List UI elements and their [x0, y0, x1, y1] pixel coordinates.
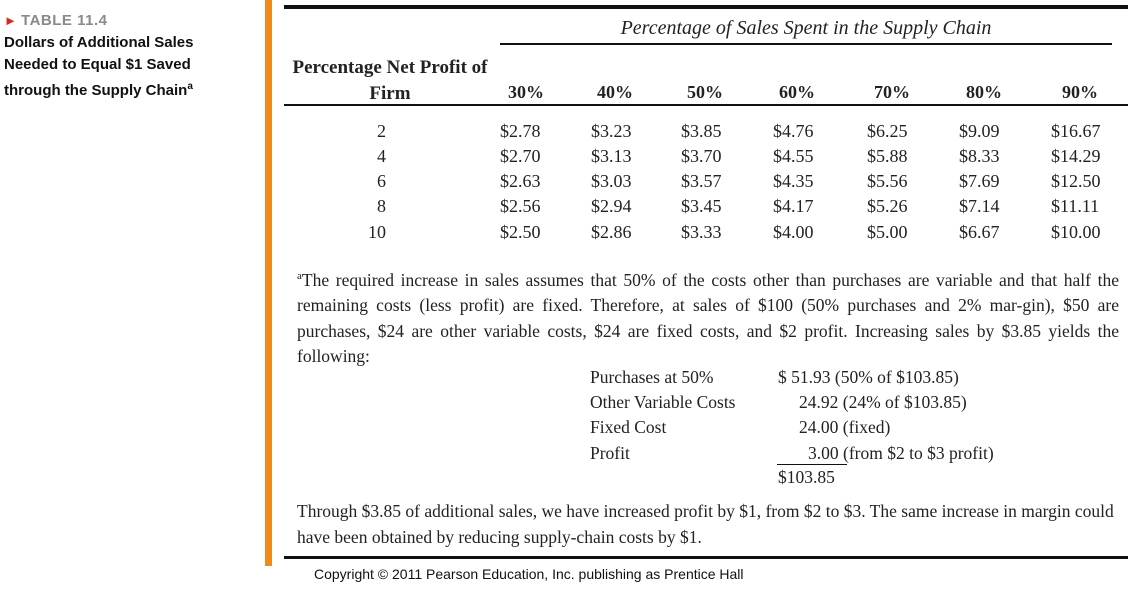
value-cell: $2.50 [500, 222, 541, 242]
value-cell: $2.86 [591, 222, 632, 242]
column-spanner-heading: Percentage of Sales Spent in the Supply … [620, 17, 992, 39]
calc-label: Profit [590, 443, 630, 463]
value-cell: $10.00 [1051, 222, 1101, 242]
value-cell: $7.14 [959, 196, 1000, 216]
column-header: 50% [687, 82, 723, 102]
sum-rule [777, 464, 847, 465]
value-cell: $3.57 [681, 171, 722, 191]
value-cell: $2.94 [591, 196, 632, 216]
value-cell: $4.55 [773, 146, 814, 166]
value-cell: $4.17 [773, 196, 814, 216]
column-header: 70% [874, 82, 910, 102]
triangle-arrow-icon: ► [4, 13, 17, 28]
stub-header: Percentage Net Profit of Firm [292, 57, 488, 104]
footnote-text: The required increase in sales assumes t… [297, 269, 1119, 367]
calc-value: 24.92 (24% of $103.85) [799, 392, 967, 412]
calc-label: Fixed Cost [590, 417, 667, 437]
calc-value: 24.00 (fixed) [799, 417, 891, 437]
footnote-conclusion: Through $3.85 of additional sales, we ha… [297, 501, 1114, 547]
value-cell: $4.00 [773, 222, 814, 242]
column-header: 80% [966, 82, 1002, 102]
value-cell: $9.09 [959, 121, 1000, 141]
caption-line-3: through the Supply Chain [4, 82, 188, 99]
value-cell: $8.33 [959, 146, 1000, 166]
calc-label: Purchases at 50% [590, 367, 714, 387]
accent-bar [265, 0, 272, 566]
calc-value: 3.00 (from $2 to $3 profit) [808, 443, 994, 463]
calc-total: $103.85 [778, 467, 835, 487]
value-cell: $2.70 [500, 146, 541, 166]
profit-cell: 2 [377, 121, 386, 141]
table-bottom-rule [284, 556, 1128, 559]
value-cell: $6.67 [959, 222, 1000, 242]
value-cell: $4.35 [773, 171, 814, 191]
value-cell: $3.45 [681, 196, 722, 216]
table-number: TABLE 11.4 [21, 12, 108, 29]
value-cell: $2.63 [500, 171, 541, 191]
column-header: 60% [779, 82, 815, 102]
value-cell: $4.76 [773, 121, 814, 141]
caption-line-1: Dollars of Additional Sales [4, 34, 194, 51]
profit-cell: 4 [377, 146, 386, 166]
value-cell: $5.56 [867, 171, 908, 191]
table-top-rule [284, 5, 1128, 9]
value-cell: $3.33 [681, 222, 722, 242]
value-cell: $12.50 [1051, 171, 1101, 191]
value-cell: $11.11 [1051, 196, 1100, 216]
column-header: 90% [1062, 82, 1098, 102]
value-cell: $5.00 [867, 222, 908, 242]
header-rule [284, 104, 1128, 106]
table-caption: ► TABLE 11.4 Dollars of Additional Sales… [4, 10, 244, 102]
footnote-paragraph: aThe required increase in sales assumes … [297, 264, 1119, 370]
calc-label: Other Variable Costs [590, 392, 736, 412]
value-cell: $7.69 [959, 171, 1000, 191]
value-cell: $5.88 [867, 146, 908, 166]
value-cell: $6.25 [867, 121, 908, 141]
value-cell: $3.85 [681, 121, 722, 141]
footnote-marker: a [297, 270, 302, 282]
spanner-rule [500, 43, 1112, 45]
profit-cell: 10 [368, 222, 386, 242]
value-cell: $3.23 [591, 121, 632, 141]
value-cell: $2.56 [500, 196, 541, 216]
value-cell: $16.67 [1051, 121, 1101, 141]
value-cell: $3.03 [591, 171, 632, 191]
caption-line-2: Needed to Equal $1 Saved [4, 56, 191, 73]
caption-footnote-marker: a [187, 81, 193, 92]
column-header: 30% [508, 82, 544, 102]
column-header: 40% [597, 82, 633, 102]
calc-value: $ 51.93 (50% of $103.85) [778, 367, 959, 387]
value-cell: $2.78 [500, 121, 541, 141]
copyright-notice: Copyright © 2011 Pearson Education, Inc.… [314, 566, 744, 582]
value-cell: $14.29 [1051, 146, 1101, 166]
value-cell: $3.13 [591, 146, 632, 166]
value-cell: $3.70 [681, 146, 722, 166]
value-cell: $5.26 [867, 196, 908, 216]
profit-cell: 6 [377, 171, 386, 191]
profit-cell: 8 [377, 196, 386, 216]
